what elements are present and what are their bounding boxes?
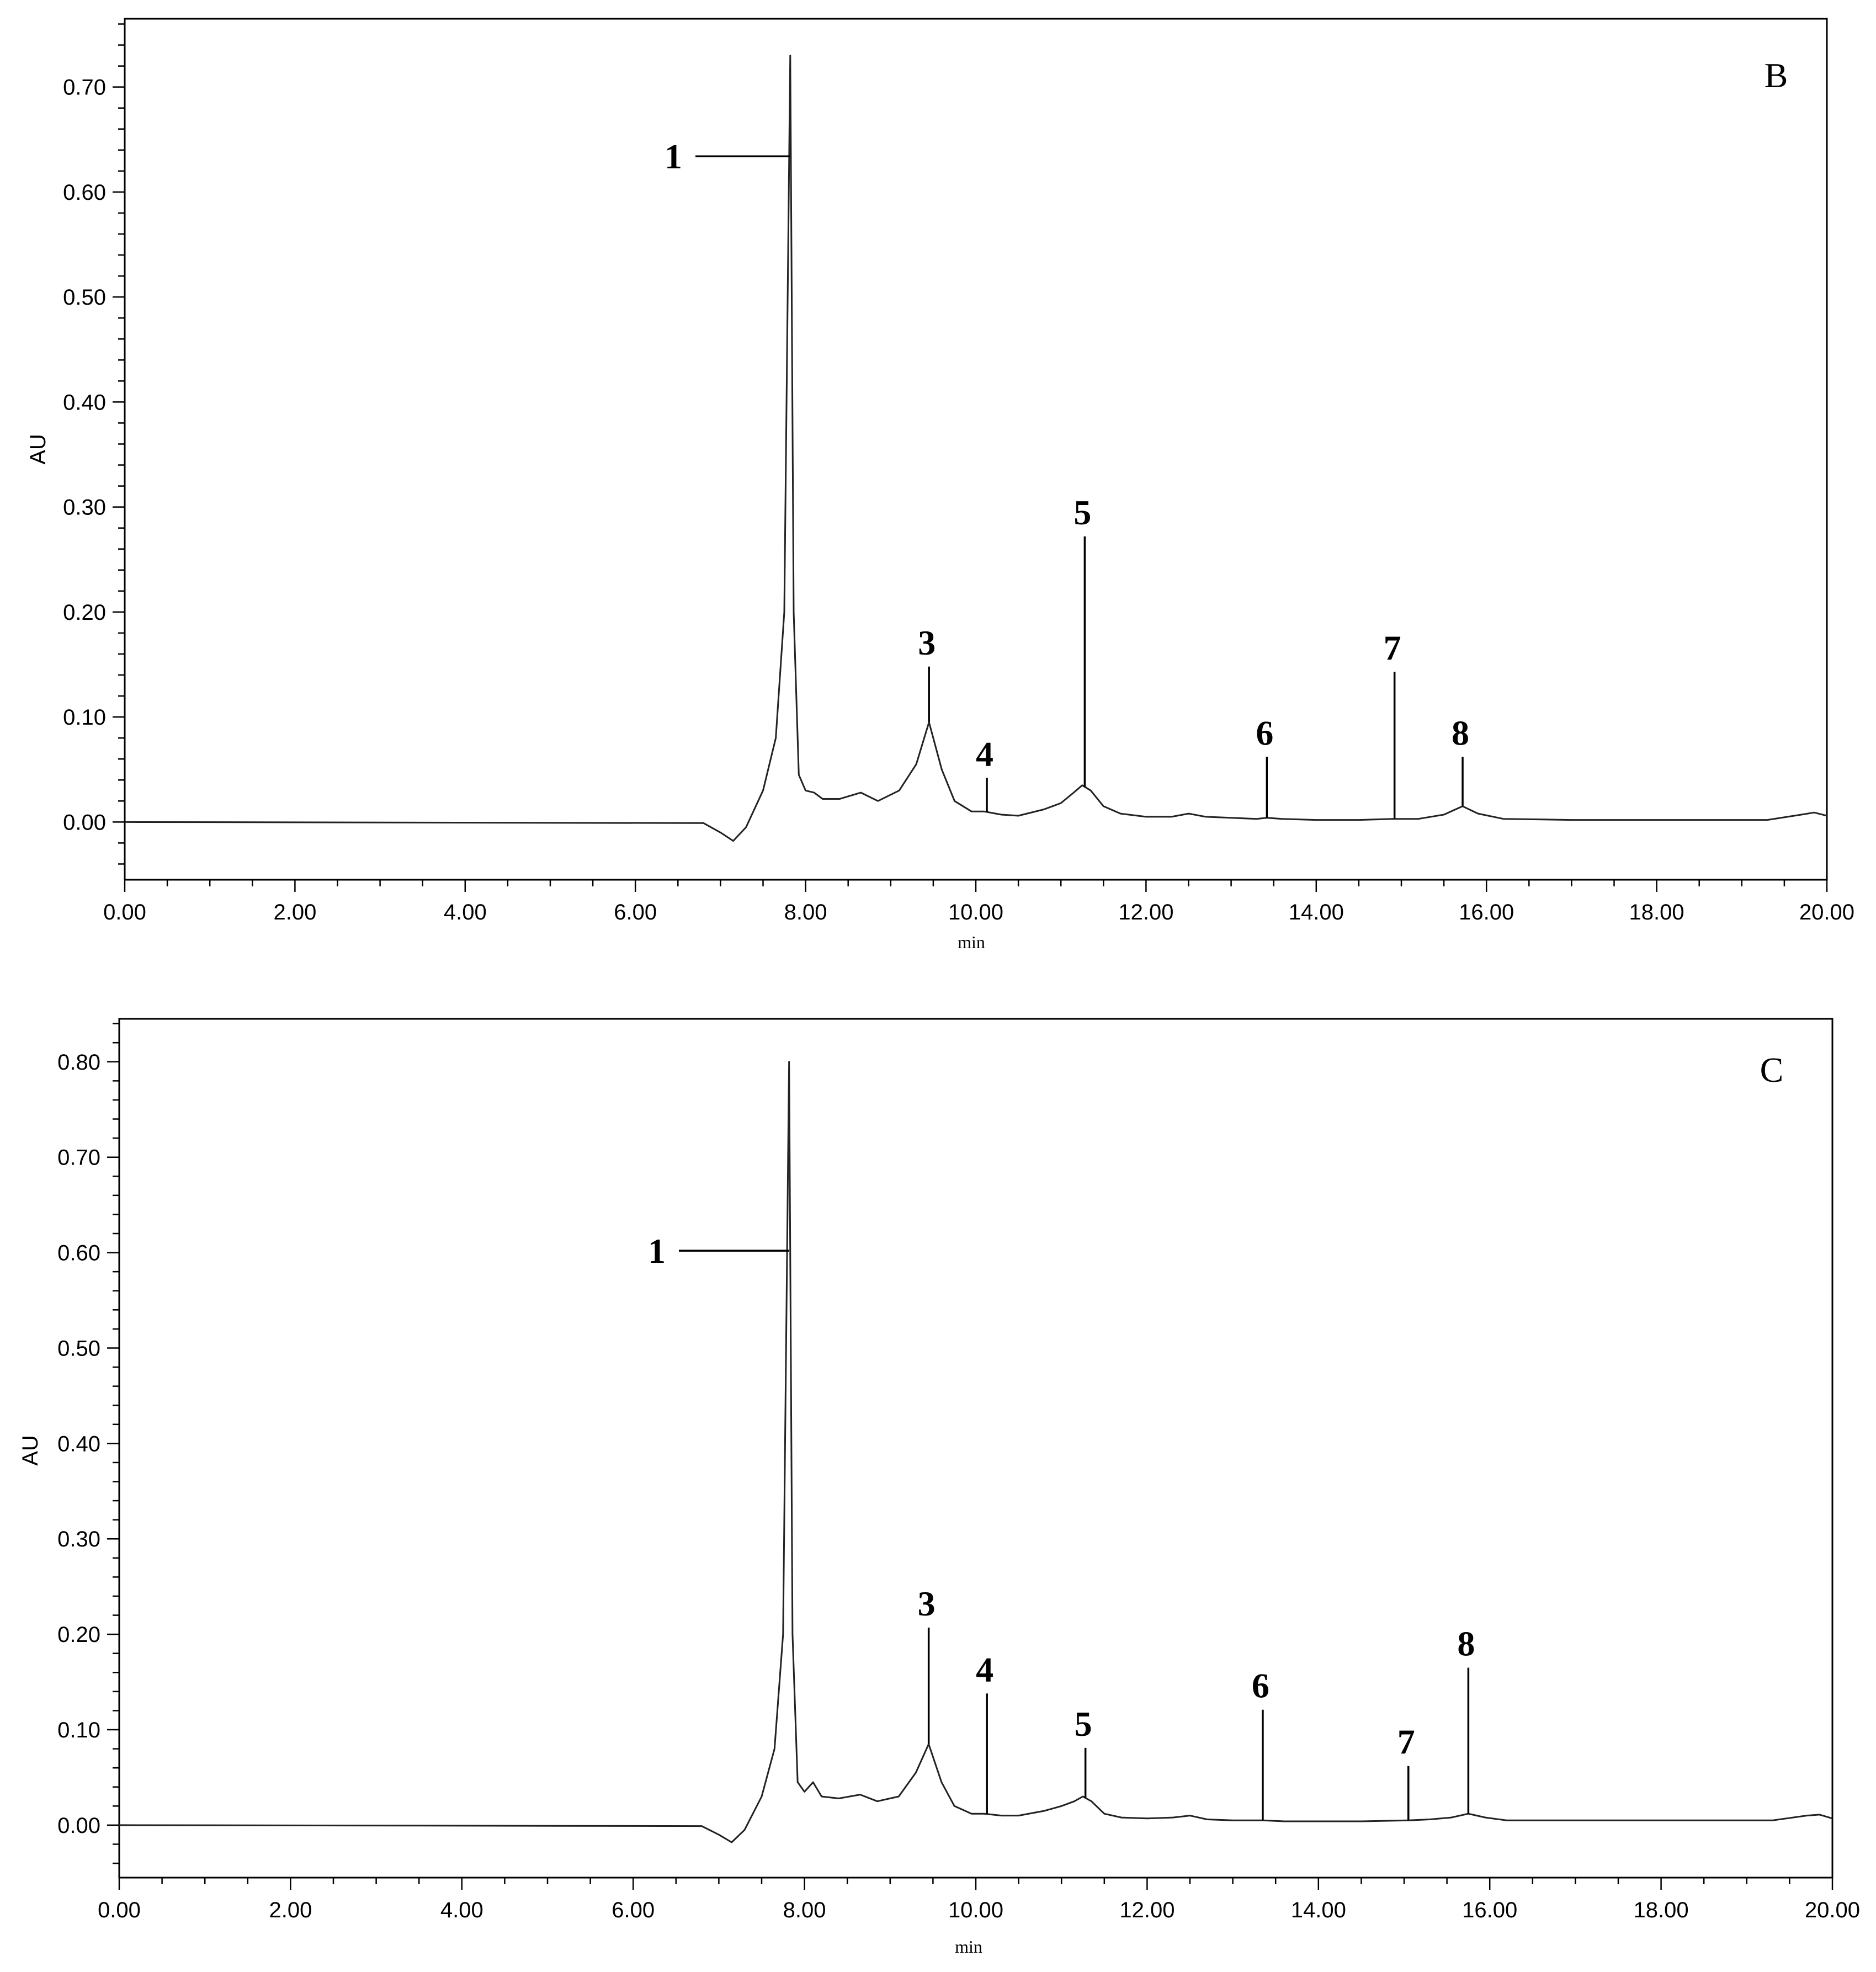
x-tick-label: 18.00 bbox=[1629, 900, 1684, 924]
peak-label-7: 7 bbox=[1384, 628, 1401, 667]
y-tick-label: 0.20 bbox=[57, 1623, 100, 1647]
x-tick-label: 6.00 bbox=[612, 1898, 655, 1922]
peak-label-6: 6 bbox=[1256, 713, 1273, 752]
panel-letter-c: C bbox=[1760, 1050, 1784, 1089]
x-tick-label: 4.00 bbox=[444, 900, 487, 924]
peak-label-7: 7 bbox=[1397, 1723, 1415, 1762]
x-tick-label: 14.00 bbox=[1291, 1898, 1346, 1922]
peak-label-4: 4 bbox=[976, 1650, 993, 1689]
y-axis-label-b: AU bbox=[26, 434, 50, 465]
y-tick-label: 0.20 bbox=[63, 600, 106, 625]
y-tick-label: 0.60 bbox=[63, 180, 106, 205]
peak-label-5: 5 bbox=[1073, 493, 1091, 532]
x-tick-label: 6.00 bbox=[614, 900, 657, 924]
x-tick-label: 4.00 bbox=[440, 1898, 483, 1922]
peak-label-3: 3 bbox=[918, 623, 936, 662]
y-axis-label-c: AU bbox=[18, 1435, 42, 1466]
y-axis-b: 0.00 0.10 0.20 0.30 0.40 0.50 0.60 0.70 bbox=[63, 23, 125, 865]
chromatogram-panel-c: 0.00 2.00 4.00 6.00 8.00 10.00 12.00 14.00 16.00… bbox=[18, 1018, 1860, 1957]
y-tick-label: 0.60 bbox=[57, 1241, 100, 1266]
x-axis-label-b: min bbox=[958, 932, 985, 952]
x-tick-label: 8.00 bbox=[784, 900, 827, 924]
peak-markers-c: 1 3 4 5 6 7 8 bbox=[648, 1231, 1475, 1821]
x-tick-label: 14.00 bbox=[1289, 900, 1344, 924]
x-tick-label: 10.00 bbox=[948, 900, 1003, 924]
y-tick-label: 0.50 bbox=[63, 285, 106, 310]
x-tick-label: 16.00 bbox=[1459, 900, 1514, 924]
x-axis-label-c: min bbox=[955, 1937, 982, 1957]
y-tick-label: 0.00 bbox=[63, 810, 106, 834]
x-tick-label: 8.00 bbox=[783, 1898, 826, 1922]
y-tick-label: 0.70 bbox=[57, 1146, 100, 1170]
peak-label-6: 6 bbox=[1252, 1666, 1269, 1705]
peak-label-1: 1 bbox=[648, 1231, 666, 1271]
peak-label-1: 1 bbox=[665, 137, 682, 176]
peak-markers-b: 1 3 4 5 6 7 8 bbox=[665, 137, 1469, 819]
x-axis-b: 0.00 2.00 4.00 6.00 8.00 10.00 12.00 14.00 16.00… bbox=[103, 880, 1854, 924]
x-tick-label: 2.00 bbox=[269, 1898, 312, 1922]
y-tick-label: 0.40 bbox=[57, 1432, 100, 1456]
chromatogram-panel-b: 0.00 2.00 4.00 6.00 8.00 10.00 12.00 14.00 16.00… bbox=[26, 18, 1854, 952]
x-tick-label: 16.00 bbox=[1462, 1898, 1517, 1922]
y-axis-c: 0.00 0.10 0.20 0.30 0.40 0.50 0.60 0.70 0.80 bbox=[57, 1023, 119, 1864]
x-tick-label: 0.00 bbox=[103, 900, 146, 924]
y-tick-label: 0.30 bbox=[63, 496, 106, 520]
x-tick-label: 12.00 bbox=[1118, 900, 1173, 924]
peak-label-8: 8 bbox=[1452, 713, 1469, 752]
peak-label-3: 3 bbox=[918, 1584, 936, 1623]
y-tick-label: 0.10 bbox=[57, 1718, 100, 1742]
peak-label-5: 5 bbox=[1075, 1704, 1092, 1744]
x-tick-label: 20.00 bbox=[1799, 900, 1854, 924]
y-tick-label: 0.30 bbox=[57, 1527, 100, 1551]
y-tick-label: 0.70 bbox=[63, 76, 106, 100]
panel-letter-b: B bbox=[1765, 56, 1788, 95]
y-tick-label: 0.50 bbox=[57, 1336, 100, 1360]
y-tick-label: 0.10 bbox=[63, 705, 106, 730]
x-tick-label: 18.00 bbox=[1634, 1898, 1689, 1922]
peak-label-4: 4 bbox=[976, 734, 993, 773]
peak-label-8: 8 bbox=[1457, 1624, 1475, 1663]
x-tick-label: 10.00 bbox=[948, 1898, 1003, 1922]
x-tick-label: 2.00 bbox=[273, 900, 316, 924]
x-tick-label: 0.00 bbox=[98, 1898, 141, 1922]
x-tick-label: 12.00 bbox=[1119, 1898, 1175, 1922]
y-tick-label: 0.80 bbox=[57, 1050, 100, 1075]
x-axis-c: 0.00 2.00 4.00 6.00 8.00 10.00 12.00 14.00 16.00… bbox=[98, 1878, 1860, 1922]
trace-line-c bbox=[119, 1061, 1833, 1843]
y-tick-label: 0.00 bbox=[57, 1814, 100, 1838]
y-tick-label: 0.40 bbox=[63, 390, 106, 414]
plot-frame-c bbox=[118, 1018, 1834, 1879]
trace-line-b bbox=[124, 55, 1827, 842]
x-tick-label: 20.00 bbox=[1805, 1898, 1860, 1922]
